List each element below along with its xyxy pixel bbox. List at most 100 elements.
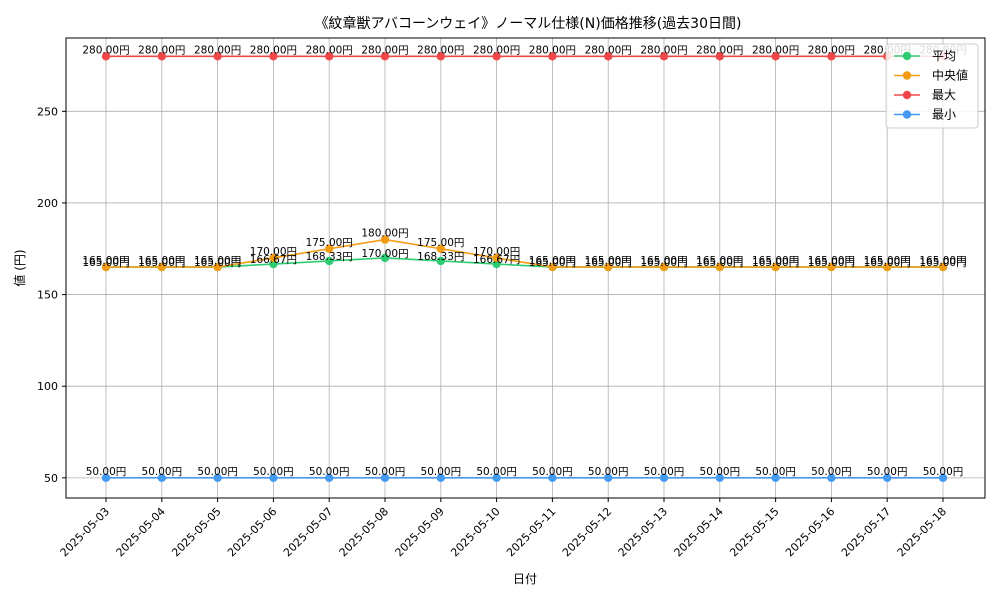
data-label: 50.00円: [700, 466, 741, 478]
x-axis-title: 日付: [513, 572, 537, 586]
data-label: 50.00円: [644, 466, 685, 478]
data-label: 50.00円: [309, 466, 350, 478]
data-point: [101, 52, 111, 61]
data-point: [269, 259, 278, 269]
data-point: [325, 52, 334, 61]
x-tick-label: 2025-05-11: [504, 505, 558, 559]
x-tick-label: 2025-05-08: [337, 505, 391, 559]
data-point: [380, 52, 390, 61]
data-point: [157, 473, 166, 483]
data-point: [492, 259, 501, 269]
data-point: [101, 473, 111, 483]
data-point: [213, 473, 222, 483]
data-label: 165.00円: [529, 257, 576, 269]
data-point: [715, 262, 724, 272]
data-point: [157, 262, 166, 272]
data-label: 165.00円: [82, 255, 129, 267]
data-label: 168.33円: [417, 251, 464, 263]
data-point: [325, 256, 334, 266]
data-label: 50.00円: [923, 466, 964, 478]
data-label: 165.00円: [194, 257, 241, 269]
legend-label: 中央値: [932, 68, 968, 83]
data-point: [548, 52, 557, 61]
data-label: 50.00円: [142, 466, 183, 478]
data-label: 280.00円: [194, 44, 241, 56]
data-label: 50.00円: [421, 466, 462, 478]
legend-label: 最小: [932, 108, 956, 122]
data-label: 50.00円: [197, 466, 238, 478]
y-axis-title: 値 (円): [12, 249, 27, 286]
data-point: [380, 253, 390, 263]
chart-title: 《紋章獣アバコーンウェイ》ノーマル仕様(N)価格推移(過去30日間): [315, 15, 742, 32]
data-label: 165.00円: [82, 257, 129, 269]
data-label: 165.00円: [529, 255, 576, 267]
data-point: [659, 473, 669, 483]
data-label: 165.00円: [919, 257, 966, 269]
data-label: 165.00円: [640, 255, 687, 267]
legend-swatch-marker: [902, 71, 912, 80]
data-point: [604, 262, 613, 272]
data-label: 50.00円: [532, 466, 573, 478]
data-label: 165.00円: [919, 255, 966, 267]
x-tick-label: 2025-05-17: [839, 505, 893, 559]
data-label: 280.00円: [250, 44, 297, 56]
data-point: [604, 52, 613, 61]
data-label: 175.00円: [306, 237, 353, 249]
data-point: [827, 473, 836, 483]
data-point: [659, 52, 669, 61]
data-label: 165.00円: [696, 255, 743, 267]
x-tick-label: 2025-05-09: [393, 505, 447, 559]
data-label: 280.00円: [361, 44, 408, 56]
x-tick-label: 2025-05-05: [169, 505, 223, 559]
data-labels-layer: 165.00円 165.00円 165.00円 166.67円 168.33円 170.0…: [82, 44, 966, 478]
data-point: [269, 473, 278, 483]
data-label: 170.00円: [473, 246, 520, 258]
y-tick-label: 250: [37, 105, 58, 118]
data-label: 280.00円: [752, 44, 799, 56]
data-point: [938, 473, 948, 483]
data-label: 166.67円: [473, 254, 520, 266]
data-point: [436, 473, 445, 483]
data-label: 165.00円: [808, 255, 855, 267]
legend-swatch-marker: [902, 51, 912, 61]
data-point: [325, 244, 334, 253]
x-tick-label: 2025-05-04: [114, 505, 168, 559]
data-point: [827, 262, 836, 272]
data-point: [548, 262, 557, 272]
data-label: 166.67円: [250, 254, 297, 266]
data-point: [269, 52, 278, 61]
data-label: 165.00円: [640, 257, 687, 269]
data-label: 165.00円: [585, 257, 632, 269]
data-point: [548, 473, 557, 483]
data-point: [771, 262, 780, 272]
data-point: [380, 473, 390, 483]
data-point: [325, 473, 334, 483]
x-tick-label: 2025-05-12: [560, 505, 614, 559]
x-tick-label: 2025-05-10: [448, 505, 502, 559]
data-label: 50.00円: [588, 466, 629, 478]
data-point: [492, 473, 501, 483]
y-tick-label: 150: [37, 289, 58, 302]
data-label: 180.00円: [361, 228, 408, 240]
data-point: [380, 235, 390, 244]
data-point: [883, 262, 892, 272]
data-label: 280.00円: [417, 44, 464, 56]
data-label: 165.00円: [696, 257, 743, 269]
x-tick-label: 2025-05-15: [727, 505, 781, 559]
data-point: [157, 52, 166, 61]
data-label: 165.00円: [864, 257, 911, 269]
data-label: 280.00円: [808, 44, 855, 56]
data-point: [492, 253, 501, 263]
x-tick-label: 2025-05-16: [783, 505, 837, 559]
data-label: 280.00円: [306, 44, 353, 56]
series-layer: [101, 52, 948, 483]
data-label: 50.00円: [867, 466, 908, 478]
data-point: [771, 52, 780, 61]
data-point: [715, 473, 724, 483]
data-label: 50.00円: [365, 466, 406, 478]
data-point: [269, 253, 278, 263]
data-point: [604, 473, 613, 483]
y-tick-label: 100: [37, 380, 58, 393]
